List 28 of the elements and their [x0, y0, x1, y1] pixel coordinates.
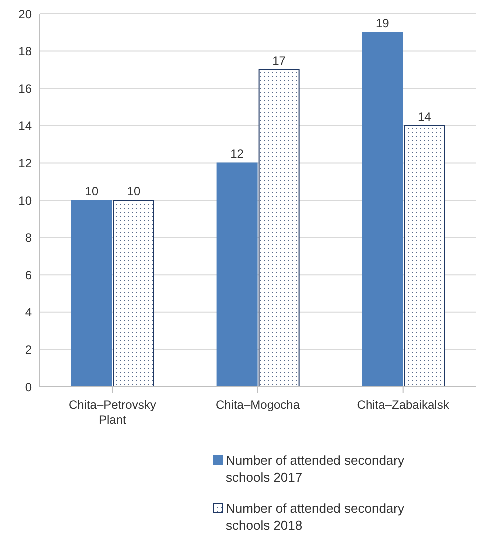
bar: [71, 200, 112, 387]
y-tick-label: 14: [18, 119, 32, 134]
bar: [258, 69, 300, 387]
y-tick-label: 4: [25, 306, 32, 320]
y-tick-label: 16: [18, 82, 32, 96]
bar: [404, 125, 446, 387]
legend-label: Number of attended secondary schools 2017: [226, 452, 406, 486]
y-tick-label: 6: [25, 268, 32, 282]
bar: [362, 32, 404, 387]
x-tick-label: Chita–Mogocha: [216, 398, 300, 412]
y-tick-label: 8: [25, 231, 32, 246]
data-label: 10: [85, 184, 99, 198]
legend-label: Number of attended secondary schools 2018: [226, 500, 406, 534]
bar: [216, 162, 258, 387]
y-tick-label: 20: [18, 7, 32, 22]
data-label: 12: [230, 147, 244, 162]
y-tick-label: 12: [18, 156, 32, 170]
data-label: 10: [127, 184, 141, 198]
y-tick-label: 2: [25, 342, 32, 357]
x-tick-label: Chita–Zabaikalsk: [357, 398, 450, 412]
y-tick-label: 0: [25, 380, 32, 394]
data-label: 14: [418, 110, 432, 124]
y-tick-label: 10: [18, 194, 32, 208]
data-label: 17: [272, 54, 286, 68]
y-tick-label: 18: [18, 44, 32, 59]
bar: [113, 200, 154, 387]
data-label: 19: [376, 16, 390, 31]
x-tick-label: Chita–Petrovsky Plant: [68, 398, 156, 427]
